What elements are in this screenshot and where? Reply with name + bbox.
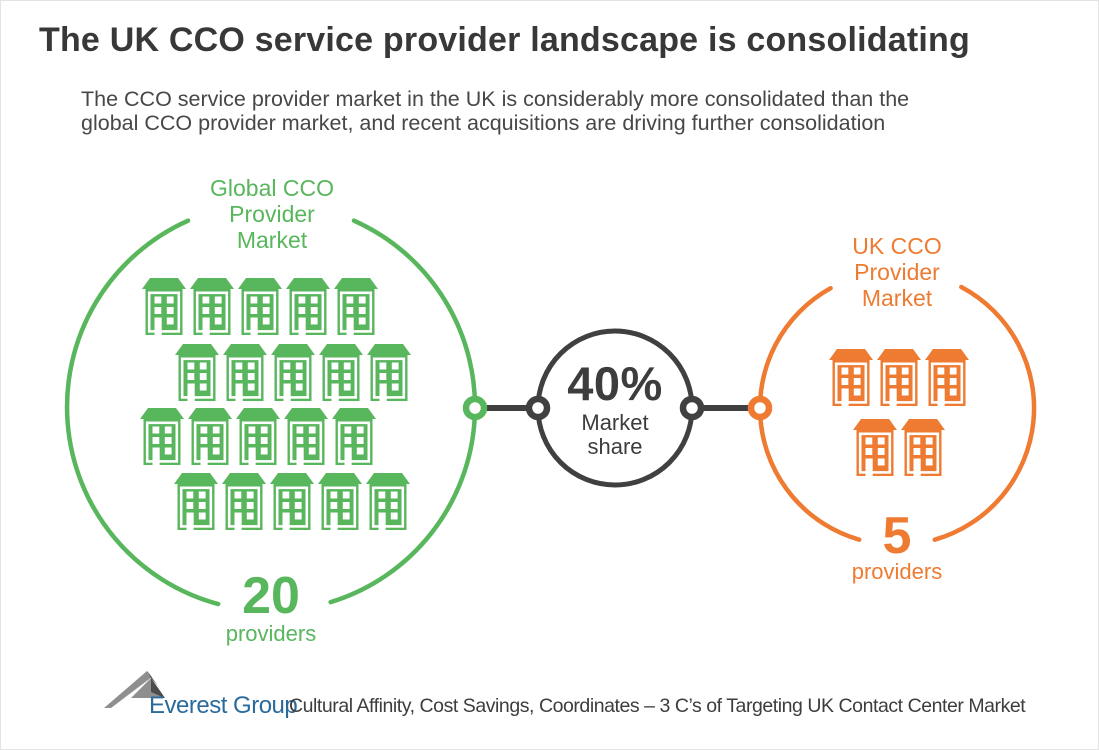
global-market-count-block: 20 providers: [196, 569, 346, 645]
building-icon: [268, 471, 316, 532]
building-icon: [138, 406, 186, 467]
global-market-label: Global CCO Provider Market: [210, 175, 334, 253]
building-icon: [364, 471, 412, 532]
building-icon: [875, 347, 923, 408]
building-icon: [827, 347, 875, 408]
building-icon: [899, 417, 947, 478]
uk-market-circle: [757, 284, 1037, 542]
uk-circle-right-arc: [932, 284, 1037, 542]
building-icon: [330, 406, 378, 467]
uk-circle-left-arc: [757, 285, 862, 542]
building-icon: [332, 276, 380, 337]
global-market-buildings: [138, 276, 413, 532]
uk-market-buildings: [827, 347, 971, 478]
dark-node-ring-left-icon: [525, 395, 551, 421]
building-icon: [282, 406, 330, 467]
building-icon: [269, 342, 317, 403]
building-icon: [316, 471, 364, 532]
dark-node-ring-right-icon: [679, 395, 705, 421]
mountain-icon: [104, 671, 165, 708]
subtitle: The CCO service provider market in the U…: [81, 87, 1061, 135]
market-share-block: 40% Market share: [540, 359, 690, 459]
building-icon: [284, 276, 332, 337]
global-market-count: 20: [242, 567, 300, 625]
building-icon: [172, 471, 220, 532]
building-icon: [173, 342, 221, 403]
global-circle-left-arc: [64, 218, 221, 607]
orange-node-ring-icon: [747, 395, 773, 421]
uk-market-count-unit: providers: [851, 559, 943, 584]
everest-group-logo-text: Everest Group: [149, 692, 298, 719]
market-share-value: 40%: [567, 357, 663, 410]
building-icon: [317, 342, 365, 403]
green-node-ring-icon: [462, 395, 488, 421]
subtitle-line-2: global CCO provider market, and recent a…: [81, 111, 886, 135]
building-icon: [365, 342, 413, 403]
market-share-label: Market share: [581, 410, 649, 459]
uk-market-count: 5: [882, 507, 912, 565]
building-icon: [140, 276, 188, 337]
building-icon: [236, 276, 284, 337]
subtitle-line-1: The CCO service provider market in the U…: [81, 87, 910, 111]
building-icon: [188, 276, 236, 337]
uk-market-count-block: 5 providers: [832, 507, 962, 584]
building-icon: [851, 417, 899, 478]
building-icon: [923, 347, 971, 408]
building-icon: [221, 342, 269, 403]
global-market-count-unit: providers: [225, 621, 317, 646]
footer-caption: Cultural Affinity, Cost Savings, Coordin…: [289, 695, 1026, 717]
uk-market-label: UK CCO Provider Market: [852, 233, 942, 311]
building-icon: [220, 471, 268, 532]
building-icon: [186, 406, 234, 467]
page-title: The UK CCO service provider landscape is…: [39, 21, 970, 59]
building-icon: [234, 406, 282, 467]
